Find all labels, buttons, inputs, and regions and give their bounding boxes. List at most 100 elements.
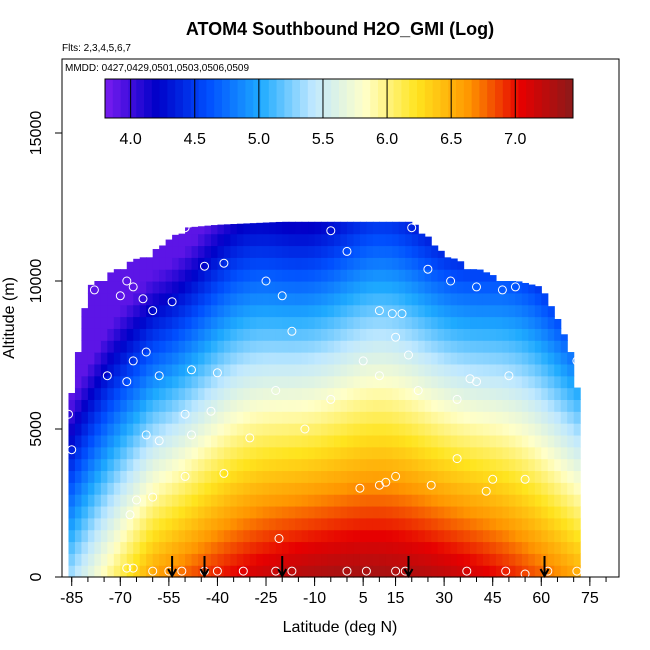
heatmap-cell (392, 221, 400, 235)
heatmap-cell (133, 340, 141, 353)
heatmap-cell (308, 411, 316, 424)
heatmap-cell (152, 399, 160, 412)
heatmap-cell (68, 458, 76, 472)
heatmap-cell (392, 411, 400, 424)
heatmap-cell (541, 505, 549, 519)
colorbar-cell (276, 79, 285, 118)
heatmap-cell (502, 292, 510, 306)
heatmap-cell (547, 434, 555, 448)
heatmap-cell (437, 541, 445, 554)
heatmap-cell (534, 292, 542, 306)
heatmap-cell (191, 328, 199, 341)
heatmap-cell (444, 304, 452, 318)
heatmap-cell (463, 292, 471, 306)
heatmap-cell (405, 340, 413, 353)
heatmap-cell (172, 234, 180, 247)
heatmap-cell (431, 423, 439, 436)
heatmap-cell (321, 482, 329, 495)
heatmap-cell (398, 245, 406, 258)
heatmap-cell (159, 434, 167, 448)
heatmap-cell (554, 387, 562, 400)
heatmap-cell (385, 269, 393, 282)
heatmap-cell (463, 446, 471, 460)
heatmap-cell (159, 482, 167, 495)
heatmap-cell (528, 505, 536, 519)
heatmap-cell (236, 399, 244, 412)
heatmap-cell (508, 517, 516, 531)
heatmap-cell (457, 470, 465, 483)
heatmap-cell (165, 529, 173, 543)
heatmap-cell (146, 565, 154, 578)
heatmap-cell (178, 541, 186, 554)
heatmap-cell (282, 399, 290, 412)
heatmap-cell (534, 446, 542, 460)
heatmap-cell (424, 363, 432, 377)
heatmap-cell (269, 292, 277, 306)
heatmap-cell (275, 352, 283, 365)
heatmap-cell (269, 565, 277, 578)
heatmap-cell (308, 505, 316, 519)
heatmap-cell (321, 352, 329, 365)
heatmap-cell (81, 316, 89, 329)
heatmap-cell (314, 292, 322, 306)
heatmap-cell (392, 363, 400, 377)
heatmap-cell (534, 411, 542, 424)
heatmap-cell (444, 352, 452, 365)
heatmap-cell (392, 257, 400, 270)
heatmap-cell (392, 292, 400, 306)
heatmap-cell (424, 541, 432, 554)
heatmap-cell (100, 411, 108, 424)
heatmap-cell (223, 541, 231, 554)
heatmap-cell (515, 316, 523, 329)
heatmap-cell (236, 411, 244, 424)
heatmap-cell (236, 223, 244, 235)
heatmap-cell (482, 529, 491, 543)
heatmap-cell (495, 375, 504, 389)
heatmap-cell (301, 553, 309, 566)
heatmap-cell (411, 529, 419, 543)
heatmap-cell (120, 352, 128, 365)
x-axis: -85 -70 -55 -40 -25 -10 5 15 30 45 60 75 (60, 577, 607, 607)
heatmap-cell (139, 553, 147, 566)
heatmap-cell (508, 470, 516, 483)
heatmap-cell (81, 363, 89, 377)
heatmap-cell (489, 494, 497, 507)
heatmap-cell (554, 399, 562, 412)
heatmap-cell (126, 458, 134, 472)
heatmap-cell (223, 281, 231, 294)
heatmap-cell (172, 529, 180, 543)
heatmap-cell (521, 470, 529, 483)
surface-arrow (403, 556, 414, 579)
heatmap-cell (100, 340, 108, 353)
heatmap-cell (172, 245, 180, 258)
heatmap-cell (444, 553, 452, 566)
heatmap-cell (262, 375, 270, 389)
heatmap-cell (282, 304, 290, 318)
heatmap-cell (567, 434, 575, 448)
heatmap-cell (165, 269, 173, 282)
heatmap-cell (489, 352, 497, 365)
heatmap-cell (74, 363, 83, 377)
heatmap-cell (340, 423, 348, 436)
colorbar-tick-label: 4.0 (120, 131, 142, 148)
heatmap-cell (489, 399, 497, 412)
heatmap-cell (424, 304, 432, 318)
heatmap-cell (392, 470, 400, 483)
heatmap-cell (191, 281, 199, 294)
heatmap-cell (81, 482, 89, 495)
heatmap-cell (457, 553, 465, 566)
heatmap-cell (165, 482, 173, 495)
heatmap-cell (126, 482, 134, 495)
heatmap-cell (476, 387, 484, 400)
heatmap-cell (405, 517, 413, 531)
heatmap-cell (398, 553, 406, 566)
heatmap-cell (269, 529, 277, 543)
heatmap-cell (243, 411, 251, 424)
heatmap-cell (431, 375, 439, 389)
heatmap-cell (282, 470, 290, 483)
heatmap-cell (236, 269, 244, 282)
heatmap-cell (288, 529, 296, 543)
colorbar-tick-label: 5.5 (312, 131, 334, 148)
heatmap-cell (340, 233, 348, 247)
heatmap-cell (554, 529, 562, 543)
